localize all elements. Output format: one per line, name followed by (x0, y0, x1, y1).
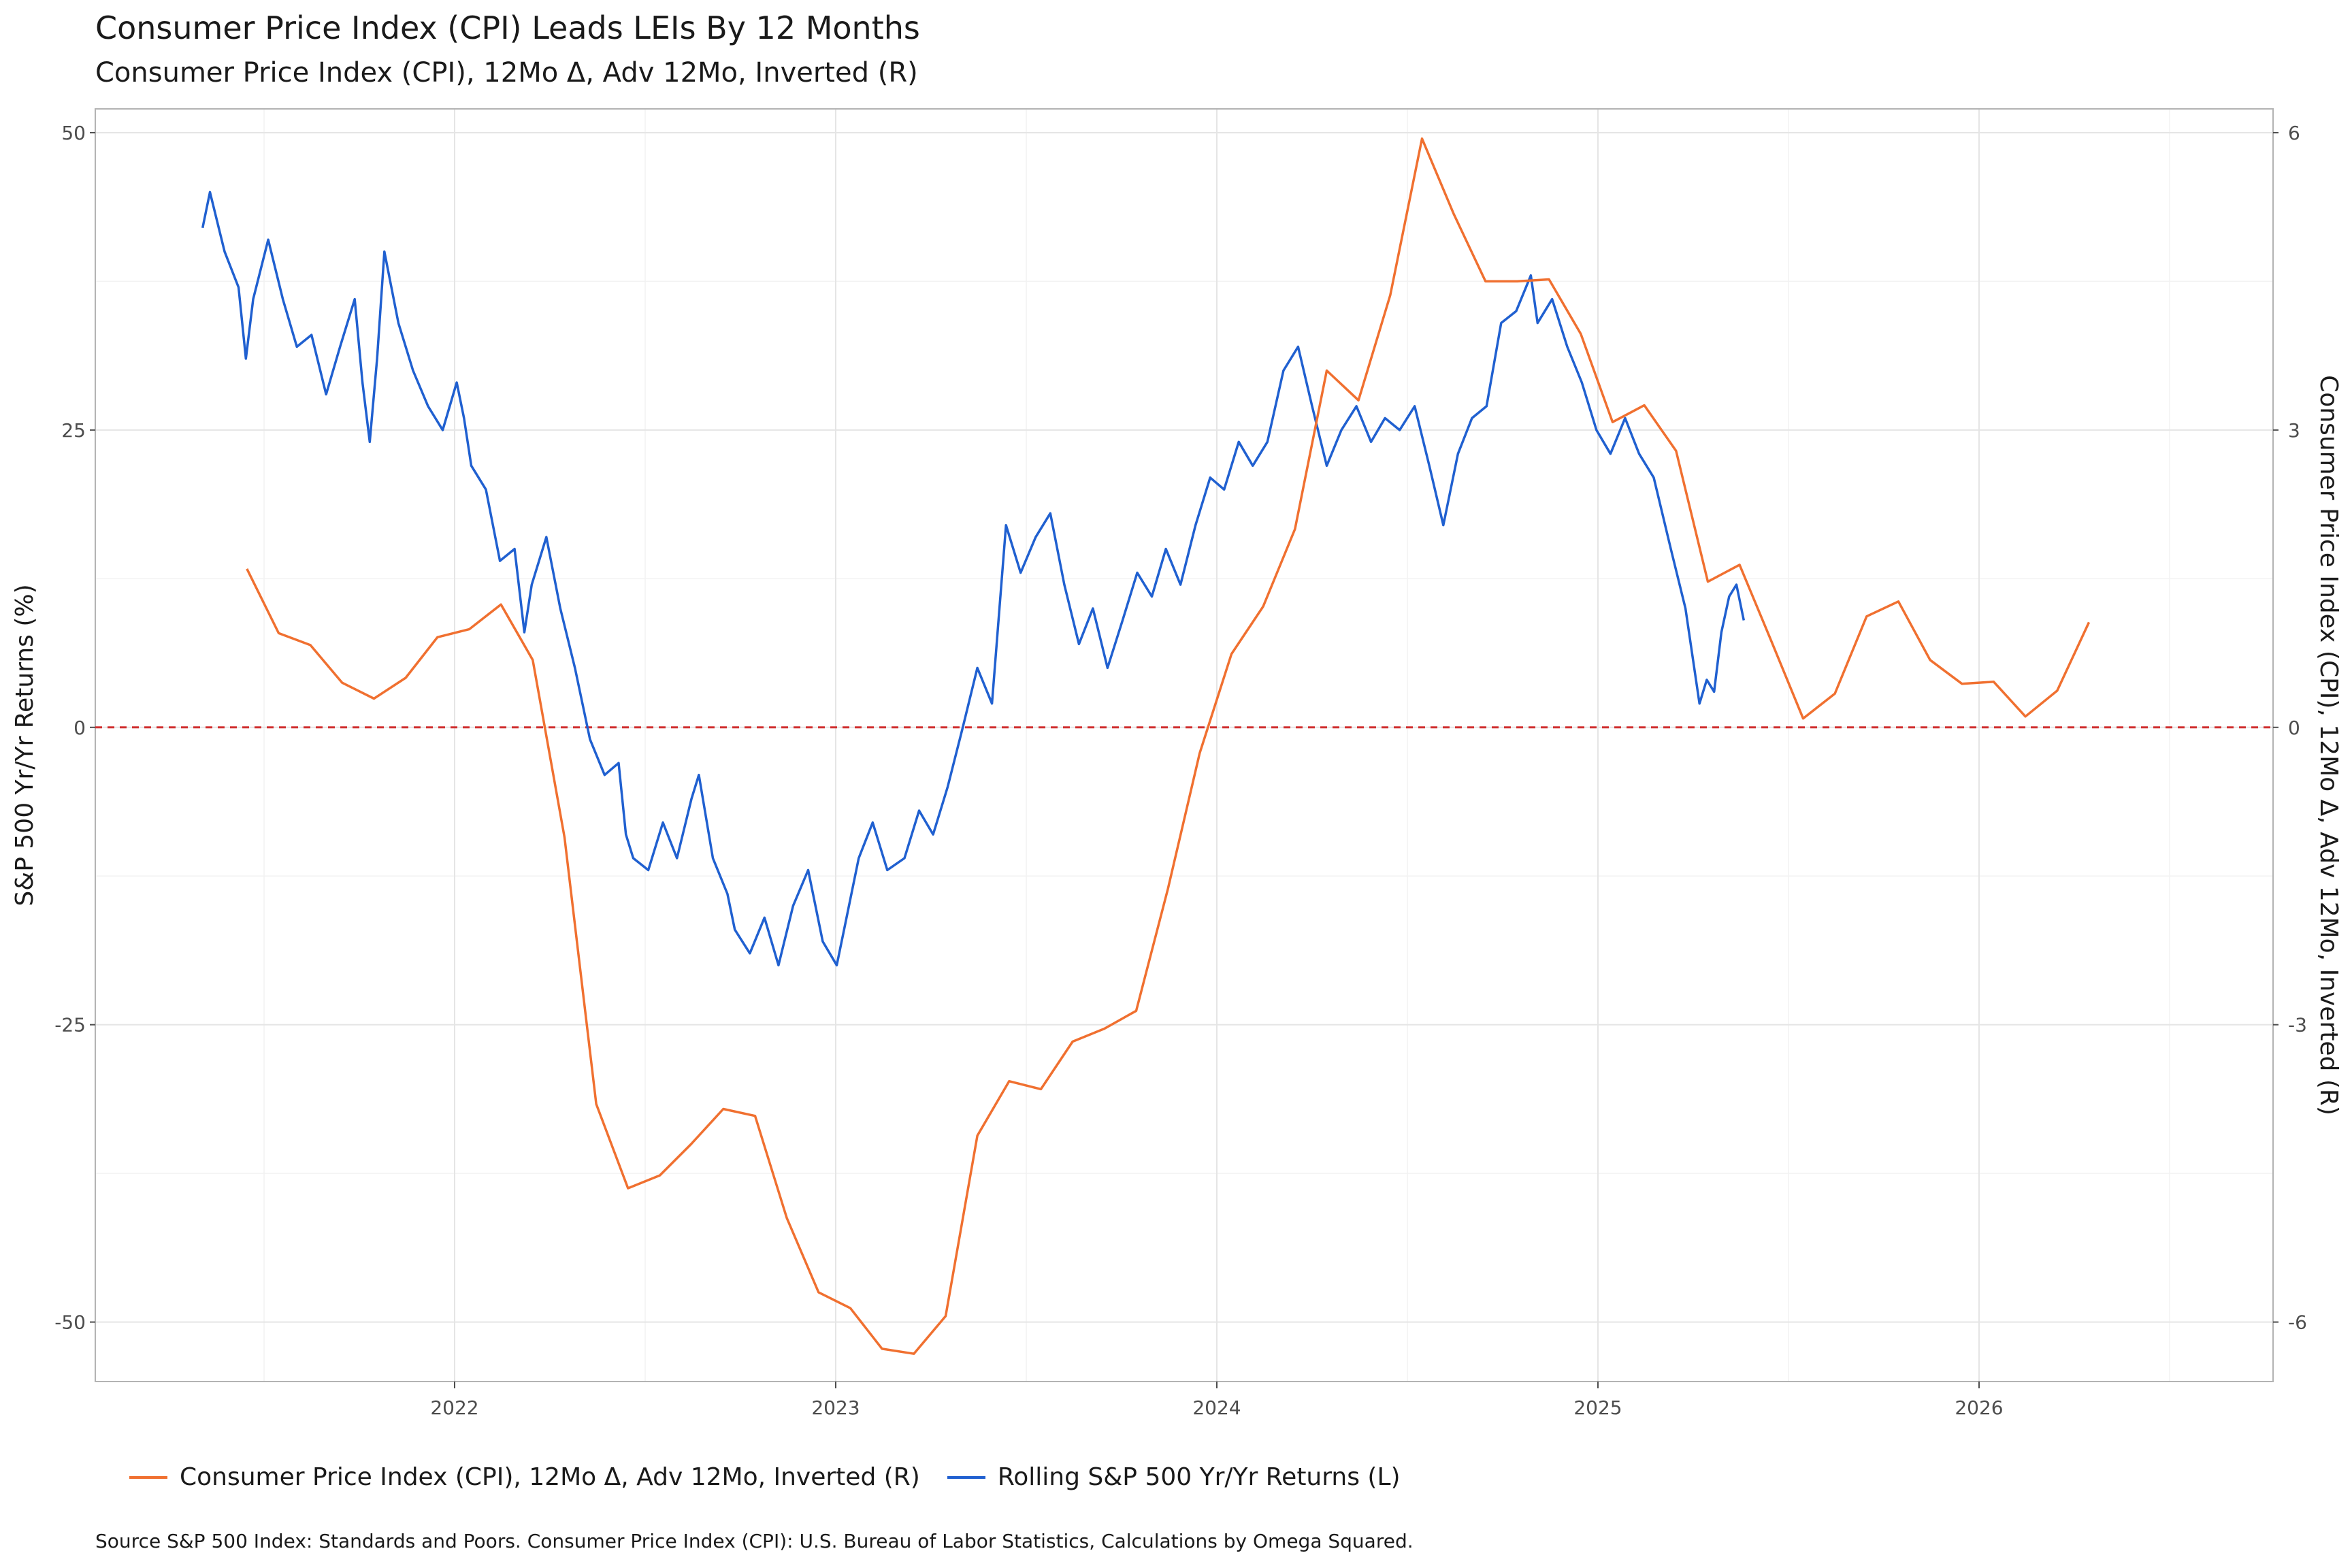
right-axis-title: Consumer Price Index (CPI), 12Mo Δ, Adv … (2315, 375, 2342, 1115)
plot-panel-border (95, 108, 2274, 1382)
legend-label-cpi: Consumer Price Index (CPI), 12Mo Δ, Adv … (180, 1463, 920, 1491)
legend-item-sp500: Rolling S&P 500 Yr/Yr Returns (L) (947, 1463, 1401, 1491)
x-tick-label: 2023 (811, 1396, 860, 1419)
cpi-inverted-line (246, 137, 2091, 1355)
right-tick-label: -6 (2288, 1311, 2307, 1334)
legend-label-sp500: Rolling S&P 500 Yr/Yr Returns (L) (997, 1463, 1401, 1491)
left-tick-label: -50 (54, 1311, 86, 1334)
major-grid (95, 109, 2273, 1382)
x-tick-label: 2025 (1573, 1396, 1622, 1419)
legend: Consumer Price Index (CPI), 12Mo Δ, Adv … (129, 1463, 1428, 1491)
chart-subtitle: Consumer Price Index (CPI), 12Mo Δ, Adv … (95, 57, 918, 88)
minor-grid (95, 109, 2273, 1382)
legend-swatch-sp500 (947, 1475, 985, 1479)
left-tick-label: 50 (61, 122, 86, 144)
right-tick-label: 3 (2288, 419, 2300, 442)
legend-item-cpi: Consumer Price Index (CPI), 12Mo Δ, Adv … (129, 1463, 920, 1491)
x-tick-label: 2026 (1955, 1396, 2003, 1419)
right-tick-label: 0 (2288, 717, 2300, 739)
left-tick-label: 25 (61, 419, 86, 442)
chart-title: Consumer Price Index (CPI) Leads LEIs By… (95, 10, 920, 46)
x-tick-label: 2024 (1192, 1396, 1241, 1419)
left-tick-label: -25 (54, 1014, 86, 1036)
x-tick-label: 2022 (430, 1396, 478, 1419)
legend-swatch-cpi (129, 1475, 167, 1479)
right-y-axis: 6 3 0 -3 -6 (2273, 122, 2307, 1334)
sp500-returns-line (201, 191, 1746, 967)
source-caption: Source S&P 500 Index: Standards and Poor… (95, 1530, 1414, 1552)
left-tick-label: 0 (74, 717, 86, 739)
left-axis-title: S&P 500 Yr/Yr Returns (%) (11, 584, 39, 906)
x-axis: 2022 2023 2024 2025 2026 (430, 1382, 2004, 1419)
right-tick-label: -3 (2288, 1014, 2307, 1036)
right-tick-label: 6 (2288, 122, 2300, 144)
left-y-axis: 50 25 0 -25 -50 (54, 122, 95, 1334)
